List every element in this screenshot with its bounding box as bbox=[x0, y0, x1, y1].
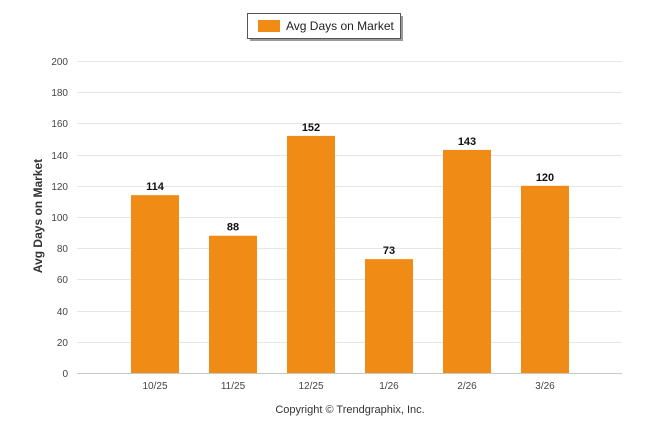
y-tick-label: 20 bbox=[57, 338, 69, 349]
bar bbox=[365, 259, 413, 373]
data-label: 120 bbox=[536, 172, 554, 184]
y-tick-label: 100 bbox=[51, 213, 68, 224]
x-tick-label: 3/26 bbox=[535, 381, 555, 392]
y-tick-label: 40 bbox=[57, 307, 69, 318]
y-tick-label: 120 bbox=[51, 182, 68, 193]
bar bbox=[443, 149, 491, 373]
bar bbox=[521, 185, 569, 373]
bar bbox=[287, 135, 335, 373]
bars bbox=[131, 135, 569, 373]
data-label: 143 bbox=[458, 136, 476, 148]
x-tick-label: 10/25 bbox=[142, 381, 167, 392]
legend: Avg Days on Market bbox=[247, 13, 403, 41]
copyright-text: Copyright © Trendgraphix, Inc. bbox=[275, 404, 424, 416]
x-tick-label: 11/25 bbox=[221, 381, 246, 392]
y-tick-label: 140 bbox=[51, 151, 68, 162]
y-axis-label: Avg Days on Market bbox=[31, 159, 45, 273]
data-label: 152 bbox=[302, 122, 320, 134]
y-tick-label: 180 bbox=[51, 88, 68, 99]
y-tick-label: 160 bbox=[51, 119, 68, 130]
x-tick-labels: 10/25 11/25 12/25 1/26 2/26 3/26 bbox=[142, 381, 555, 392]
bar bbox=[131, 195, 179, 373]
x-tick-label: 1/26 bbox=[379, 381, 399, 392]
y-tick-label: 0 bbox=[62, 369, 68, 380]
data-label: 88 bbox=[227, 222, 239, 234]
y-tick-label: 60 bbox=[57, 275, 69, 286]
data-label: 114 bbox=[146, 181, 165, 193]
legend-entry: Avg Days on Market bbox=[286, 19, 394, 33]
y-tick-label: 80 bbox=[57, 244, 69, 255]
y-tick-labels: 0 20 40 60 80 100 120 140 160 180 200 bbox=[51, 57, 68, 380]
data-labels: 114 88 152 73 143 120 bbox=[146, 122, 554, 257]
data-label: 73 bbox=[383, 245, 395, 257]
x-tick-label: 12/25 bbox=[298, 381, 323, 392]
y-tick-label: 200 bbox=[51, 57, 68, 68]
x-tick-label: 2/26 bbox=[457, 381, 477, 392]
bar bbox=[209, 235, 257, 373]
legend-swatch bbox=[258, 20, 280, 32]
